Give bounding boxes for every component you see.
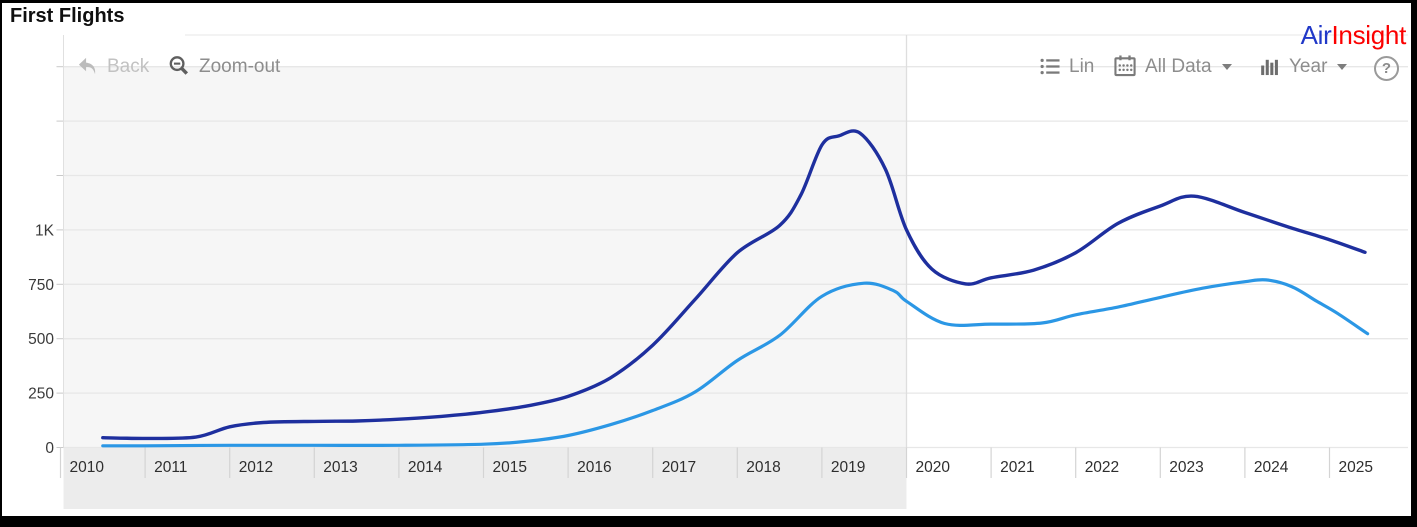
x-tick-label: 2014	[408, 459, 443, 476]
zoom-out-icon	[168, 55, 191, 78]
x-tick-label: 2011	[154, 459, 187, 476]
chevron-down-icon	[1337, 64, 1348, 70]
back-icon	[76, 56, 99, 77]
x-ticks	[59, 447, 1331, 478]
x-tick-label: 2018	[746, 459, 780, 476]
calendar-icon	[1114, 55, 1137, 77]
x-tick-label: 2024	[1254, 459, 1289, 476]
chevron-down-icon	[1221, 64, 1232, 70]
y-tick-label: 750	[28, 277, 54, 294]
x-tick-label: 2022	[1085, 459, 1119, 476]
x-tick-label: 2012	[239, 459, 273, 476]
y-axis-labels: 0 250 500 750 1K	[28, 222, 55, 457]
x-tick-label: 2013	[323, 459, 357, 476]
list-icon	[1040, 57, 1061, 76]
all-data-dropdown[interactable]: All Data	[1114, 52, 1232, 80]
x-tick-label: 2021	[1000, 459, 1034, 476]
back-button[interactable]: Back	[76, 52, 149, 80]
history-region-highlight	[63, 66, 907, 448]
linear-scale-toggle[interactable]: Lin	[1040, 52, 1094, 80]
x-tick-label: 2025	[1339, 459, 1373, 476]
x-tick-label: 2015	[493, 459, 527, 476]
help-button[interactable]: ?	[1374, 54, 1399, 82]
x-tick-label: 2010	[70, 459, 105, 476]
x-tick-label: 2023	[1169, 459, 1203, 476]
x-tick-label: 2020	[916, 459, 951, 476]
back-label: Back	[107, 55, 150, 77]
help-icon: ?	[1374, 55, 1399, 81]
y-gridlines	[56, 66, 1408, 449]
zoom-out-button[interactable]: Zoom-out	[168, 52, 280, 80]
brand-logo[interactable]: AirInsight	[1300, 20, 1407, 51]
zoom-out-label: Zoom-out	[199, 55, 281, 77]
y-tick-label: 250	[28, 386, 54, 403]
year-period-dropdown[interactable]: Year	[1260, 52, 1348, 80]
x-tick-label: 2017	[662, 459, 696, 476]
page-title: First Flights	[10, 5, 125, 27]
lin-label: Lin	[1069, 55, 1095, 77]
y-tick-label: 500	[28, 331, 54, 348]
x-tick-label: 2016	[577, 459, 611, 476]
year-label: Year	[1289, 55, 1328, 77]
y-tick-label: 1K	[35, 222, 55, 239]
all-data-label: All Data	[1145, 55, 1212, 77]
x-axis-labels: 2010 2011 2012 2013 2014 2015 2016 2017 2018 2019…	[70, 459, 1373, 476]
axis-strip-highlight	[63, 447, 907, 509]
x-tick-label: 2019	[831, 459, 865, 476]
y-tick-label: 0	[45, 440, 54, 457]
bar-columns-icon	[1260, 56, 1281, 76]
brand-air-text: Air	[1300, 20, 1332, 50]
series-line-navy[interactable]	[101, 129, 1367, 441]
brand-insight-text: Insight	[1331, 20, 1406, 50]
series-line-light_blue[interactable]	[101, 278, 1370, 448]
